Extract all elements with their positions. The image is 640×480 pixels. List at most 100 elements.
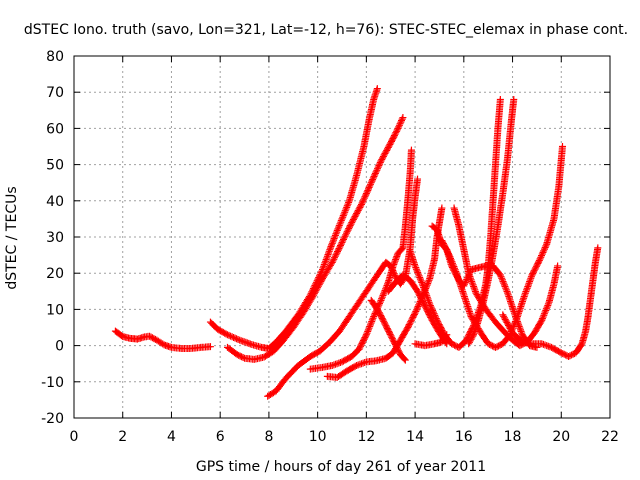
data-point: [338, 238, 346, 246]
series-markers: [508, 97, 518, 123]
series-markers: [494, 97, 504, 131]
series-markers: [271, 337, 286, 354]
series-markers: [356, 285, 372, 305]
series-7: [367, 296, 409, 364]
series-group: [111, 85, 602, 400]
series-markers: [493, 319, 508, 336]
data-point: [538, 340, 546, 348]
y-tick-label: 0: [55, 339, 64, 355]
data-point: [328, 362, 336, 370]
series-markers: [592, 246, 601, 265]
y-tick-label: 20: [46, 266, 64, 282]
data-point: [328, 258, 336, 266]
series-markers: [510, 330, 525, 345]
series-markers: [265, 388, 279, 399]
data-point: [426, 300, 434, 308]
data-point: [414, 175, 422, 183]
series-markers: [283, 312, 301, 334]
data-point: [448, 340, 456, 348]
data-point: [496, 271, 504, 279]
series-markers: [426, 256, 438, 281]
series-markers: [397, 325, 411, 343]
data-point: [389, 262, 397, 270]
series-markers: [504, 291, 518, 317]
series-markers: [354, 359, 369, 369]
series-markers: [363, 314, 377, 337]
series-markers: [356, 332, 370, 352]
data-point: [443, 331, 451, 339]
x-tick-label: 0: [70, 429, 79, 445]
series-markers: [310, 276, 326, 299]
series-markers: [550, 264, 561, 286]
series-1: [111, 327, 214, 352]
y-axis-title: dSTEC / TECUs: [4, 186, 20, 289]
series-markers: [411, 177, 421, 199]
series-markers: [400, 272, 413, 283]
series-markers: [493, 341, 505, 351]
series-markers: [319, 247, 333, 272]
series-markers: [453, 271, 467, 297]
series-markers: [353, 144, 367, 178]
series-markers: [483, 307, 498, 325]
series-markers: [346, 300, 362, 319]
series-markers: [300, 294, 316, 315]
data-point: [407, 146, 415, 154]
series-markers: [329, 240, 345, 265]
data-point: [373, 85, 381, 93]
data-point: [445, 251, 453, 259]
series-markers: [375, 309, 389, 328]
series-markers: [514, 293, 528, 319]
series-markers: [368, 159, 384, 185]
series-12: [438, 143, 566, 351]
y-tick-label: 40: [46, 194, 64, 210]
x-tick-label: 4: [167, 429, 176, 445]
series-markers: [531, 318, 545, 335]
y-tick-label: 30: [46, 230, 64, 246]
series-markers: [499, 155, 511, 196]
series-markers: [215, 326, 230, 338]
series-markers: [538, 300, 552, 323]
data-point: [348, 219, 356, 227]
data-point: [377, 157, 385, 165]
series-markers: [460, 293, 475, 319]
series-markers: [296, 354, 313, 368]
series-markers: [378, 280, 392, 303]
data-point: [433, 316, 441, 324]
data-point: [554, 262, 562, 270]
data-point: [338, 215, 346, 223]
series-markers: [529, 258, 543, 278]
series-markers: [436, 206, 446, 225]
series-markers: [390, 338, 404, 357]
x-tick-label: 16: [455, 429, 473, 445]
series-markers: [407, 278, 421, 294]
series-markers: [419, 282, 433, 306]
series-markers: [587, 278, 597, 301]
data-point: [558, 143, 566, 150]
grid: [74, 56, 610, 418]
series-2: [206, 85, 381, 352]
y-tick-label: 50: [46, 158, 64, 174]
series-markers: [439, 238, 452, 258]
y-tick-label: -20: [41, 411, 64, 427]
series-markers: [365, 97, 377, 123]
series-markers: [349, 346, 362, 359]
series-markers: [489, 162, 499, 203]
series-markers: [344, 362, 359, 374]
series-markers: [388, 126, 401, 145]
series-markers: [349, 202, 365, 225]
series-markers: [317, 339, 333, 354]
data-point: [535, 257, 543, 265]
x-tick-label: 8: [264, 429, 273, 445]
series-markers: [383, 259, 393, 269]
series-markers: [503, 330, 515, 343]
x-axis-title: GPS time / hours of day 261 of year 2011: [196, 459, 486, 475]
y-tick-label: 10: [46, 302, 64, 318]
series-markers: [573, 341, 585, 355]
series-markers: [465, 271, 479, 295]
series-markers: [466, 332, 477, 346]
series-markers: [536, 242, 550, 263]
series-markers: [378, 140, 394, 163]
series-markers: [405, 311, 418, 330]
series-markers: [500, 312, 516, 335]
series-markers: [422, 303, 435, 323]
